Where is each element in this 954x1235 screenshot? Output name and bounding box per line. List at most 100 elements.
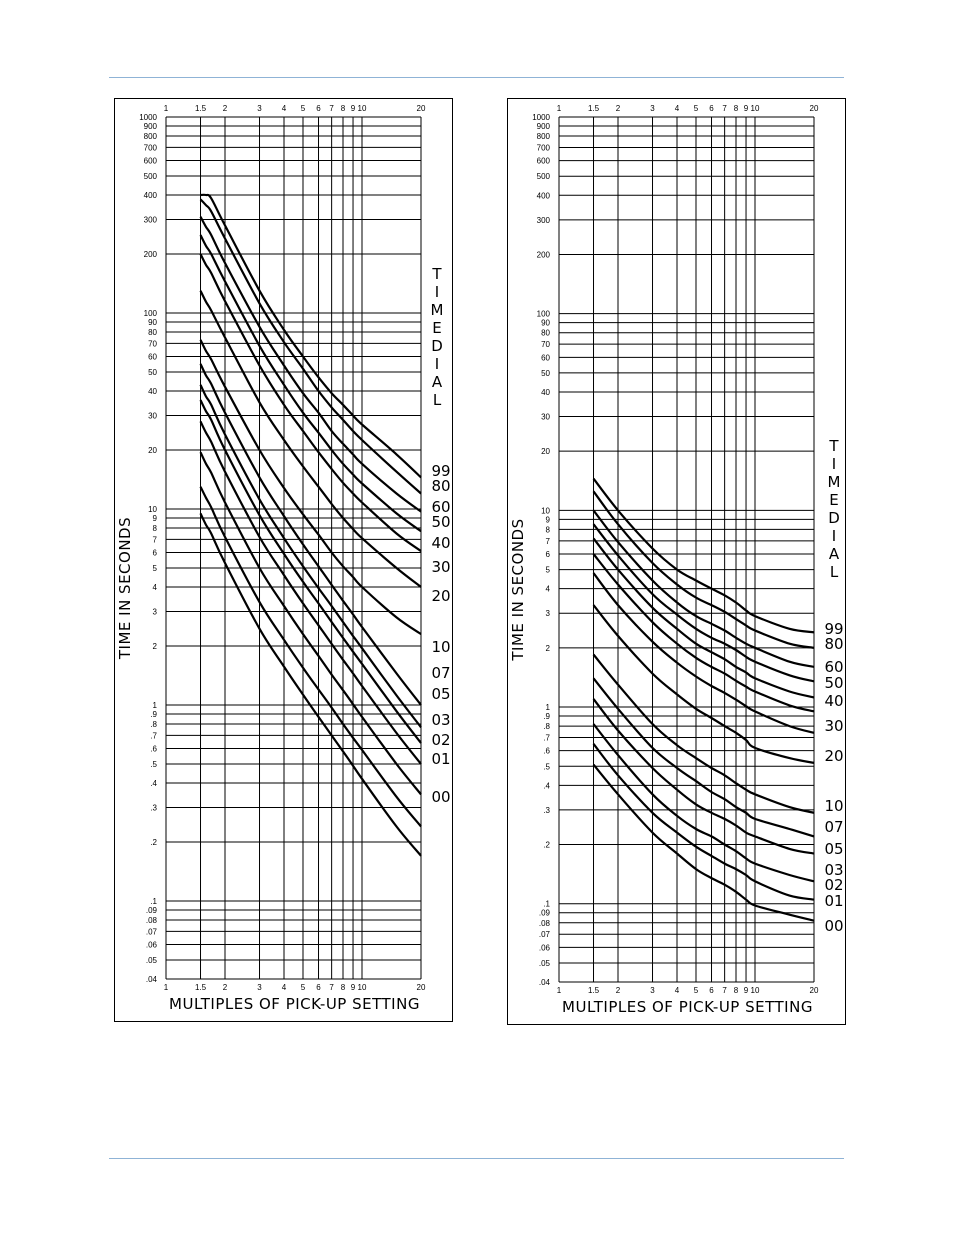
series-label-80: 80 xyxy=(824,635,843,653)
series-label-03: 03 xyxy=(824,861,843,879)
y-tick-label: .07 xyxy=(539,930,551,939)
legend-title-letter: L xyxy=(433,391,442,409)
y-tick-label: 600 xyxy=(537,157,551,166)
y-tick-label: 400 xyxy=(144,191,158,200)
x-tick-label-top: 2 xyxy=(223,104,228,113)
y-axis-title: TIME IN SECONDS xyxy=(509,518,527,661)
y-tick-label: 90 xyxy=(148,318,157,327)
y-tick-label: 1 xyxy=(153,701,158,710)
y-tick-label: .1 xyxy=(150,897,157,906)
y-tick-label: 9 xyxy=(153,514,158,523)
y-tick-label: 7 xyxy=(546,537,551,546)
grid xyxy=(165,116,422,980)
series-line-40 xyxy=(592,537,815,699)
series-line-00 xyxy=(199,512,422,857)
series-label-20: 20 xyxy=(824,747,843,765)
legend-title-letter: A xyxy=(432,373,443,391)
x-tick-label-bottom: 20 xyxy=(417,983,426,992)
y-tick-label: .08 xyxy=(146,916,158,925)
legend-title-letter: L xyxy=(830,563,839,581)
legend-title-letter: I xyxy=(832,455,836,473)
right-chart-panel: 1000 900 800 700 600 500 400 300 200 100 90 80 70 60 5… xyxy=(507,98,846,1025)
y-tick-label: 6 xyxy=(153,548,158,557)
y-tick-label: 600 xyxy=(144,156,158,165)
x-tick-label-bottom: 5 xyxy=(694,986,699,995)
x-tick-label-bottom: 4 xyxy=(675,986,680,995)
series-label-99: 99 xyxy=(431,462,450,480)
y-tick-label: .2 xyxy=(150,838,157,847)
series-label-05: 05 xyxy=(824,840,843,858)
x-tick-label-top: 3 xyxy=(257,104,262,113)
x-tick-label-bottom: 8 xyxy=(734,986,739,995)
series-line-50 xyxy=(592,523,815,683)
y-tick-label: 5 xyxy=(546,566,551,575)
y-tick-label: 30 xyxy=(541,413,550,422)
y-tick-label: 2 xyxy=(153,642,158,651)
y-tick-label: 900 xyxy=(537,122,551,131)
x-tick-label-top: 8 xyxy=(734,104,739,113)
y-tick-label: .04 xyxy=(539,978,551,987)
series-label-00: 00 xyxy=(431,788,450,806)
y-tick-label: 9 xyxy=(546,515,551,524)
series-line-99 xyxy=(592,477,815,634)
legend-title-letter: E xyxy=(829,491,838,509)
series-label-40: 40 xyxy=(431,534,450,552)
legend-title-letter: T xyxy=(828,437,839,455)
x-tick-label-top: 1 xyxy=(164,104,169,113)
x-tick-label-bottom: 10 xyxy=(358,983,367,992)
series-label-03: 03 xyxy=(431,711,450,729)
x-axis-title: MULTIPLES OF PICK-UP SETTING xyxy=(169,995,420,1013)
y-tick-label: 4 xyxy=(153,583,158,592)
time-dial-curves-chart-right: 1000900800700600500400300200100908070605… xyxy=(509,104,844,1016)
y-tick-label: 700 xyxy=(144,143,158,152)
y-tick-label: .07 xyxy=(146,927,158,936)
series-label-07: 07 xyxy=(824,818,843,836)
y-tick-label: .3 xyxy=(543,806,550,815)
footer-rule xyxy=(109,1158,844,1159)
x-tick-label-top: 6 xyxy=(316,104,321,113)
series-line-01 xyxy=(592,743,815,901)
series-group xyxy=(199,193,422,857)
series-line-10 xyxy=(592,604,815,764)
y-tick-label: .06 xyxy=(146,940,158,949)
legend-title-letter: E xyxy=(432,319,441,337)
legend-title-letter: D xyxy=(828,509,840,527)
series-line-02 xyxy=(592,723,815,883)
series-label-10: 10 xyxy=(431,638,450,656)
series-label-80: 80 xyxy=(431,477,450,495)
grid xyxy=(558,116,815,983)
y-tick-label: 80 xyxy=(541,329,550,338)
y-tick-label: .09 xyxy=(539,909,551,918)
x-tick-label-top: 9 xyxy=(351,104,356,113)
y-tick-label: .4 xyxy=(150,779,157,788)
x-tick-label-top: 20 xyxy=(810,104,819,113)
y-tick-label: .9 xyxy=(543,712,550,721)
legend-title-letter: T xyxy=(431,265,442,283)
y-tick-label: 300 xyxy=(144,215,158,224)
legend-title-letter: A xyxy=(829,545,840,563)
legend-title-letter: M xyxy=(828,473,841,491)
x-tick-label-bottom: 4 xyxy=(282,983,287,992)
series-label-20: 20 xyxy=(431,587,450,605)
x-tick-label-bottom: 2 xyxy=(616,986,621,995)
x-tick-label-top: 4 xyxy=(282,104,287,113)
time-dial-curves-chart-left: 1000900800700600500400300200100908070605… xyxy=(116,104,451,1013)
y-tick-label: .1 xyxy=(543,900,550,909)
x-tick-label-top: 4 xyxy=(675,104,680,113)
x-tick-label-bottom: 2 xyxy=(223,983,228,992)
series-label-50: 50 xyxy=(431,513,450,531)
y-tick-label: 200 xyxy=(144,250,158,259)
series-label-07: 07 xyxy=(431,664,450,682)
y-tick-label: 60 xyxy=(541,353,550,362)
series-line-80 xyxy=(199,198,422,495)
x-tick-label-bottom: 7 xyxy=(329,983,334,992)
y-tick-label: .08 xyxy=(539,919,551,928)
y-tick-label: .7 xyxy=(543,734,550,743)
y-axis-title: TIME IN SECONDS xyxy=(116,517,134,660)
y-tick-label: 800 xyxy=(537,132,551,141)
series-line-03 xyxy=(199,420,422,765)
y-tick-label: 30 xyxy=(148,411,157,420)
series-label-05: 05 xyxy=(431,685,450,703)
series-label-00: 00 xyxy=(824,917,843,935)
y-tick-label: .04 xyxy=(146,975,158,984)
